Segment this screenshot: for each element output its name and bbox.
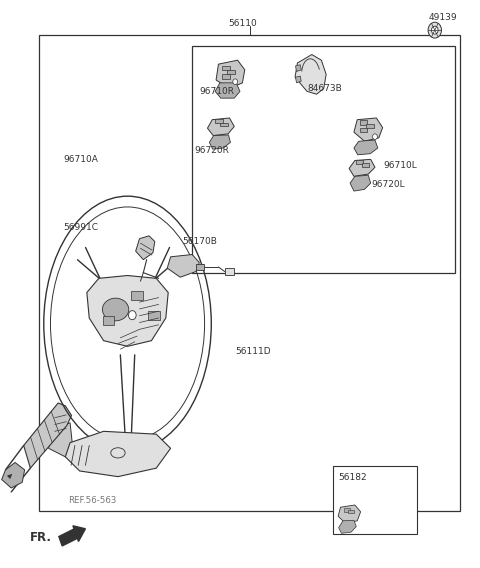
Text: 56111D: 56111D bbox=[235, 348, 271, 357]
Polygon shape bbox=[227, 70, 235, 74]
Text: 56182: 56182 bbox=[338, 473, 367, 482]
Polygon shape bbox=[338, 505, 360, 523]
Circle shape bbox=[428, 22, 442, 38]
Polygon shape bbox=[354, 118, 383, 141]
Polygon shape bbox=[132, 291, 143, 300]
Bar bbox=[225, 268, 234, 275]
Polygon shape bbox=[148, 311, 159, 320]
Polygon shape bbox=[356, 160, 363, 164]
Text: 49139: 49139 bbox=[429, 13, 457, 22]
Polygon shape bbox=[361, 164, 369, 168]
Polygon shape bbox=[360, 128, 367, 132]
Polygon shape bbox=[354, 140, 378, 155]
Circle shape bbox=[233, 79, 238, 85]
Polygon shape bbox=[216, 60, 245, 89]
Polygon shape bbox=[196, 264, 204, 270]
Text: 96710A: 96710A bbox=[63, 155, 98, 164]
Circle shape bbox=[432, 26, 438, 34]
Text: 84673B: 84673B bbox=[307, 84, 342, 93]
Polygon shape bbox=[48, 423, 72, 457]
Text: 96710R: 96710R bbox=[199, 87, 234, 96]
Bar bbox=[333, 466, 417, 534]
Polygon shape bbox=[296, 65, 301, 72]
Text: REF.56-563: REF.56-563 bbox=[68, 496, 116, 505]
Circle shape bbox=[129, 311, 136, 320]
Polygon shape bbox=[366, 124, 373, 128]
Text: 96720L: 96720L bbox=[372, 181, 405, 189]
Bar bbox=[39, 35, 460, 511]
Polygon shape bbox=[222, 66, 230, 70]
FancyArrow shape bbox=[59, 526, 85, 546]
Text: 96710L: 96710L bbox=[384, 161, 417, 169]
Polygon shape bbox=[360, 120, 367, 125]
Polygon shape bbox=[222, 74, 230, 79]
Polygon shape bbox=[87, 275, 168, 346]
Polygon shape bbox=[350, 175, 371, 191]
Polygon shape bbox=[24, 403, 72, 468]
Text: 56170B: 56170B bbox=[182, 237, 217, 246]
Ellipse shape bbox=[102, 298, 129, 321]
Polygon shape bbox=[348, 510, 354, 513]
Polygon shape bbox=[344, 508, 349, 512]
Bar bbox=[192, 46, 456, 273]
Polygon shape bbox=[220, 123, 228, 127]
Polygon shape bbox=[215, 83, 240, 98]
Text: 56110: 56110 bbox=[228, 19, 257, 28]
Polygon shape bbox=[167, 254, 199, 277]
Text: FR.: FR. bbox=[29, 531, 51, 544]
Polygon shape bbox=[349, 160, 375, 176]
Polygon shape bbox=[215, 119, 223, 123]
Polygon shape bbox=[207, 118, 234, 136]
Polygon shape bbox=[65, 431, 170, 477]
Polygon shape bbox=[209, 135, 230, 149]
Polygon shape bbox=[295, 55, 326, 94]
Polygon shape bbox=[338, 520, 356, 533]
Text: 96720R: 96720R bbox=[194, 147, 229, 155]
Text: 56991C: 56991C bbox=[63, 223, 98, 232]
Polygon shape bbox=[1, 462, 24, 488]
Circle shape bbox=[372, 134, 377, 140]
Polygon shape bbox=[136, 236, 155, 260]
Polygon shape bbox=[103, 316, 114, 325]
Polygon shape bbox=[296, 76, 301, 83]
